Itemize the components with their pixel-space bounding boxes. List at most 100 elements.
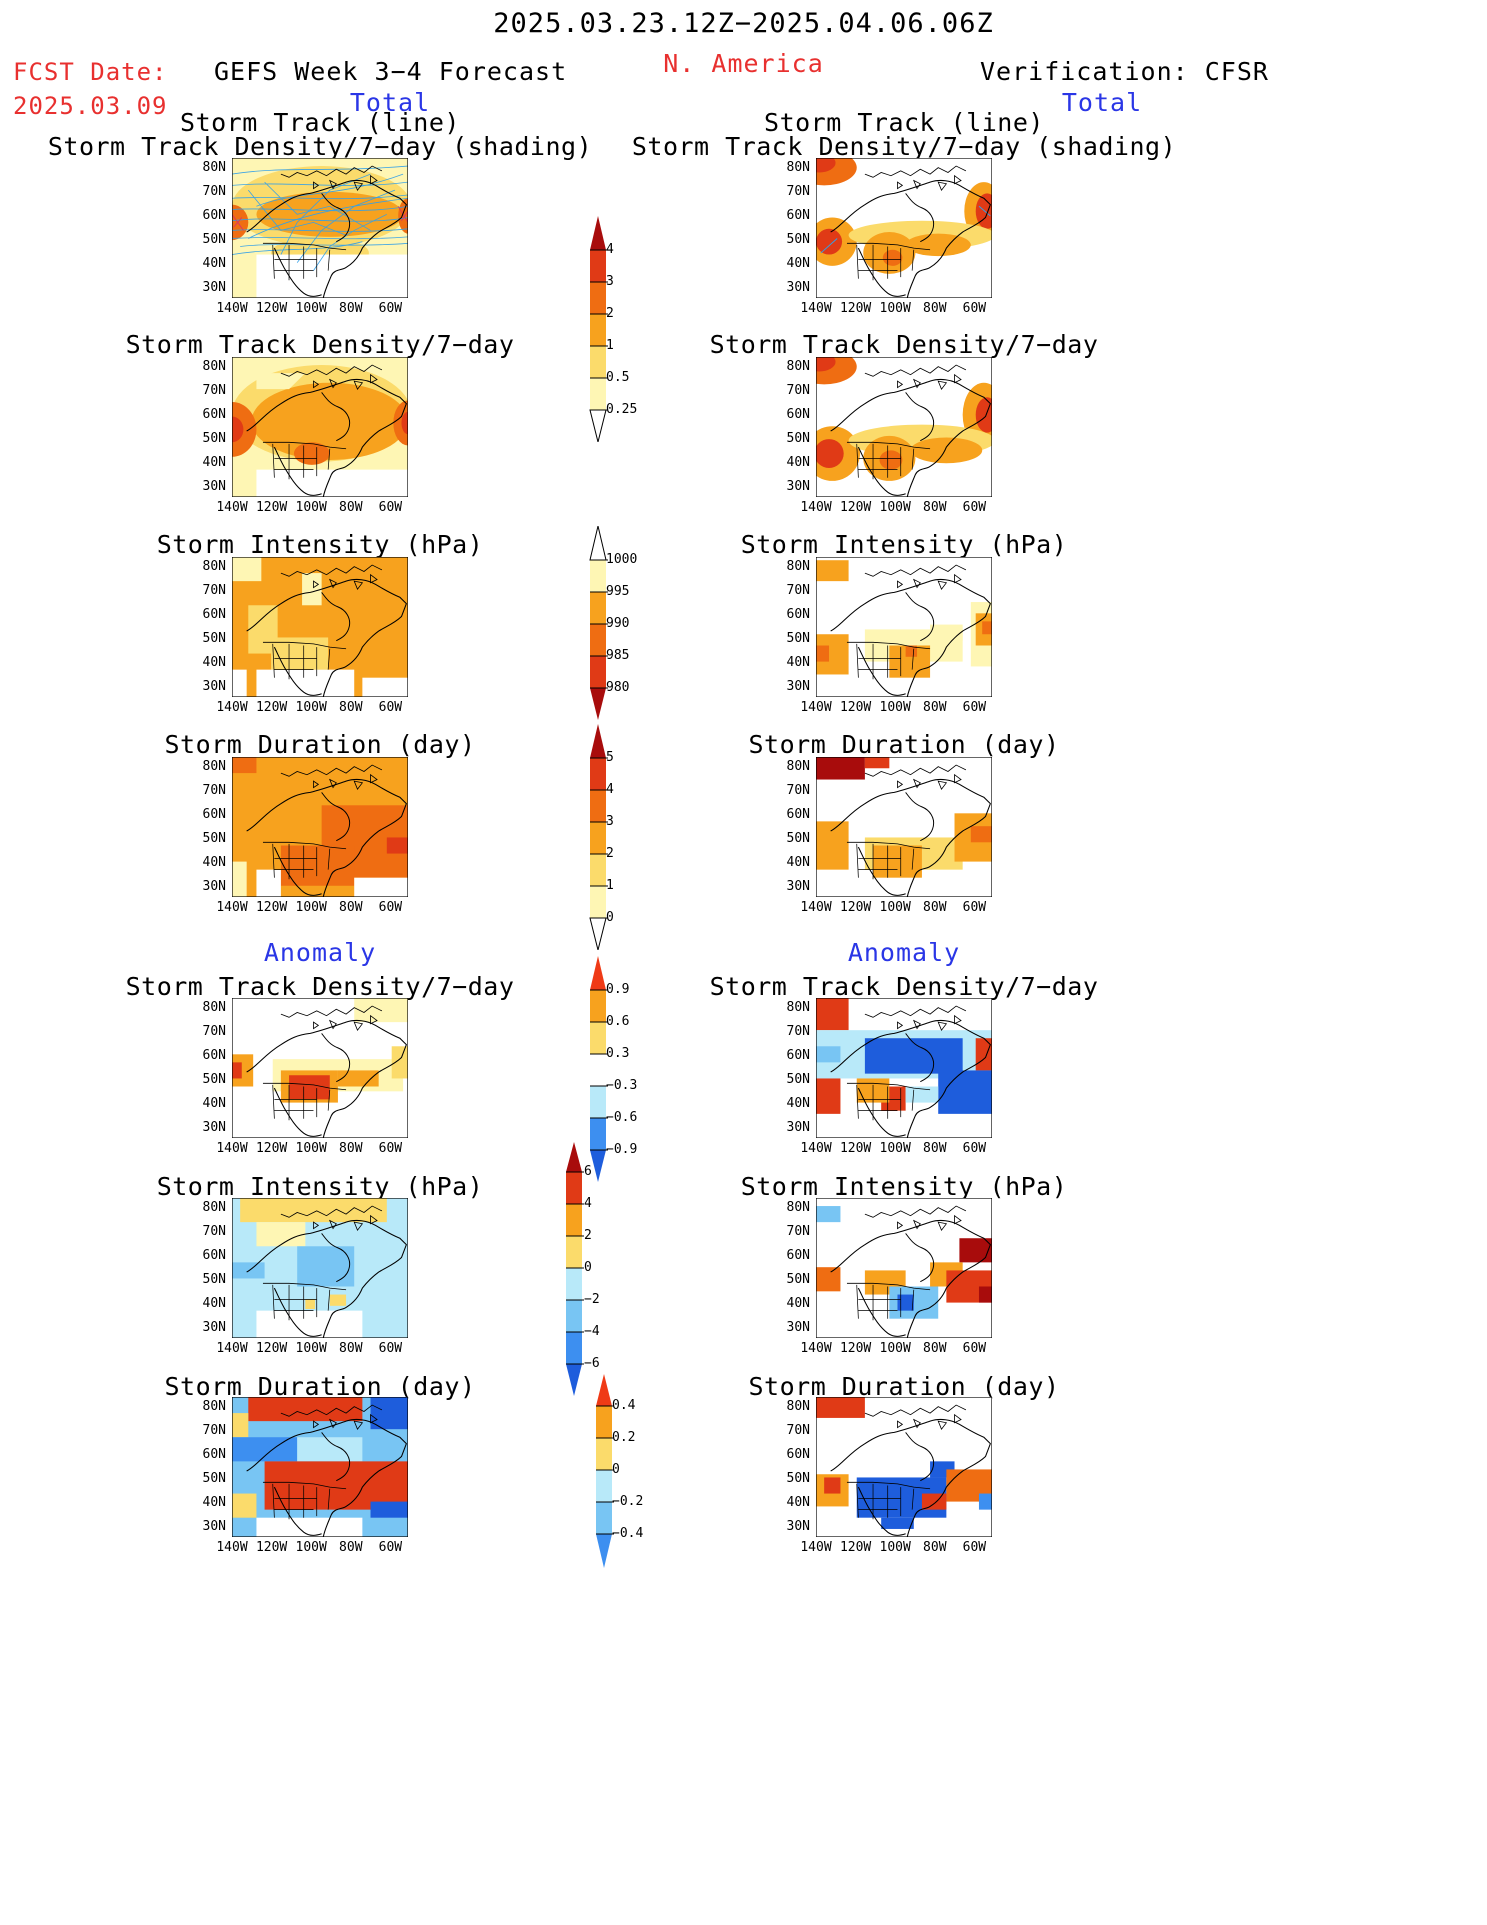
lon-tick-label: 120W [255, 1540, 288, 1555]
map-duration-right [816, 757, 992, 897]
lon-tick-label: 120W [839, 1141, 872, 1156]
lon-tick-label: 140W [216, 1341, 248, 1356]
lat-tick-label: 40N [202, 256, 226, 271]
lat-tick-label: 50N [786, 431, 810, 446]
lat-tick-label: 80N [202, 559, 226, 574]
lon-tick-label: 80W [923, 1141, 947, 1156]
title-density-left: Storm Track Density/7−day [125, 330, 515, 359]
lon-tick-label: 80W [923, 500, 947, 515]
lon-tick-label: 100W [295, 900, 327, 915]
colorbar-duration-total [588, 724, 608, 954]
period-title: 2025.03.23.12Z−2025.04.06.06Z [493, 8, 994, 39]
title-intensity-right: Storm Intensity (hPa) [740, 530, 1068, 559]
map-duration-anom-right [816, 1397, 992, 1537]
colorbar-tick-label: 990 [606, 616, 630, 631]
colorbar-tick-label: 4 [606, 782, 614, 797]
lon-tick-label: 100W [295, 1341, 327, 1356]
lat-tick-label: 40N [786, 455, 810, 470]
map-track-left [232, 158, 408, 298]
lat-tick-label: 40N [202, 655, 226, 670]
lon-tick-label: 140W [800, 500, 832, 515]
lon-tick-label: 100W [879, 1540, 911, 1555]
title-duration-anom-left: Storm Duration (day) [164, 1372, 476, 1401]
lon-tick-label: 120W [839, 500, 872, 515]
lat-tick-label: 60N [202, 807, 226, 822]
map-density-left [232, 357, 408, 497]
lat-tick-label: 60N [786, 407, 810, 422]
lon-tick-label: 120W [839, 1540, 872, 1555]
lat-tick-label: 50N [786, 232, 810, 247]
lat-tick-label: 80N [786, 559, 810, 574]
total-label-left: Total [349, 88, 431, 117]
lon-tick-label: 140W [216, 1141, 248, 1156]
title-density-anom-left: Storm Track Density/7−day [125, 972, 515, 1001]
lat-tick-label: 80N [786, 1200, 810, 1215]
lon-tick-label: 120W [255, 1341, 288, 1356]
lon-tick-label: 60W [378, 1141, 403, 1156]
lat-tick-label: 30N [786, 1120, 810, 1135]
colorbar-tick-label: 1 [606, 338, 614, 353]
lat-tick-label: 70N [786, 1423, 810, 1438]
lat-tick-label: 80N [202, 1000, 226, 1015]
colorbar-tick-label: −2 [584, 1292, 600, 1307]
colorbar-density-anom [588, 956, 608, 1186]
title-density-anom-right: Storm Track Density/7−day [709, 972, 1099, 1001]
lat-tick-label: 80N [202, 759, 226, 774]
map-density-anom-right [816, 998, 992, 1138]
lat-tick-label: 80N [786, 1000, 810, 1015]
lat-tick-label: 30N [202, 1320, 226, 1335]
lat-tick-label: 40N [202, 855, 226, 870]
lat-tick-label: 50N [202, 232, 226, 247]
colorbar-tick-label: 6 [584, 1164, 592, 1179]
lat-tick-label: 70N [786, 583, 810, 598]
colorbar-duration-anom [594, 1374, 614, 1572]
map-density-right [816, 357, 992, 497]
lon-tick-label: 80W [339, 500, 363, 515]
total-label-right: Total [1061, 88, 1143, 117]
lat-tick-label: 50N [786, 1471, 810, 1486]
lon-tick-label: 100W [879, 500, 911, 515]
lat-tick-label: 50N [202, 1072, 226, 1087]
lat-tick-label: 30N [202, 879, 226, 894]
lat-tick-label: 40N [786, 655, 810, 670]
lon-tick-label: 100W [879, 1141, 911, 1156]
map-intensity-right [816, 557, 992, 697]
map-duration-left [232, 757, 408, 897]
colorbar-tick-label: −0.9 [606, 1142, 638, 1157]
lon-tick-label: 140W [216, 301, 248, 316]
lat-tick-label: 60N [786, 607, 810, 622]
lat-tick-label: 40N [202, 1296, 226, 1311]
title-duration-left: Storm Duration (day) [164, 730, 476, 759]
lat-tick-label: 60N [202, 1048, 226, 1063]
fcst-date-value: 2025.03.09 [13, 92, 168, 120]
lon-tick-label: 60W [962, 1540, 987, 1555]
lat-tick-label: 40N [786, 855, 810, 870]
lat-tick-label: 60N [786, 1048, 810, 1063]
lon-tick-label: 80W [339, 700, 363, 715]
title-track-shading-left: Storm Track Density/7−day (shading) [47, 132, 593, 161]
colorbar-tick-label: 0.25 [606, 402, 638, 417]
lon-tick-label: 100W [879, 301, 911, 316]
colorbar-tick-label: 3 [606, 814, 614, 829]
colorbar-tick-label: 0 [606, 910, 614, 925]
colorbar-tick-label: 0.9 [606, 982, 630, 997]
lon-tick-label: 120W [255, 900, 288, 915]
lon-tick-label: 60W [378, 1341, 403, 1356]
lon-tick-label: 120W [255, 500, 288, 515]
verification-title: Verification: CFSR [980, 57, 1269, 86]
lat-tick-label: 30N [202, 1120, 226, 1135]
lon-tick-label: 100W [879, 900, 911, 915]
lon-tick-label: 60W [378, 900, 403, 915]
title-intensity-anom-right: Storm Intensity (hPa) [740, 1172, 1068, 1201]
lon-tick-label: 140W [216, 500, 248, 515]
lat-tick-label: 70N [786, 1024, 810, 1039]
lat-tick-label: 30N [202, 479, 226, 494]
lat-tick-label: 70N [786, 184, 810, 199]
lat-tick-label: 60N [202, 607, 226, 622]
lat-tick-label: 60N [202, 1447, 226, 1462]
lat-tick-label: 50N [786, 1272, 810, 1287]
lon-tick-label: 60W [378, 500, 403, 515]
colorbar-tick-label: −0.6 [606, 1110, 638, 1125]
lon-tick-label: 140W [216, 1540, 248, 1555]
lon-tick-label: 80W [923, 900, 947, 915]
